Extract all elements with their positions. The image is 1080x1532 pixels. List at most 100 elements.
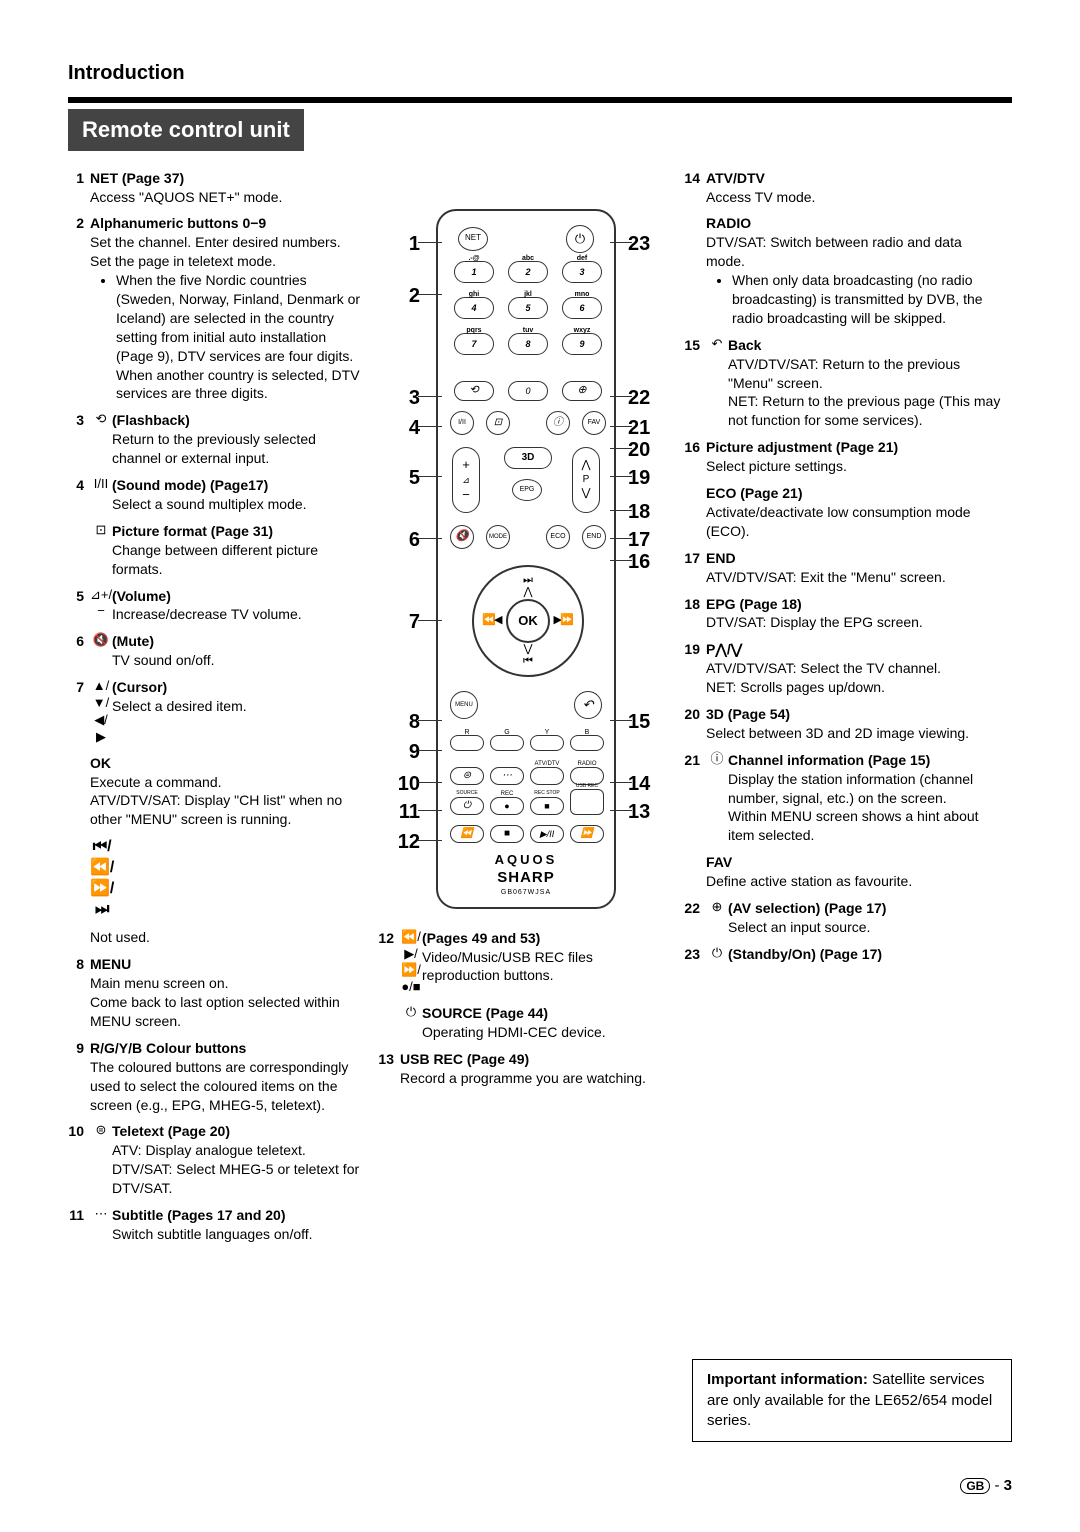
item-desc: Select a sound multiplex mode. bbox=[112, 495, 362, 514]
remote-btn-menu: MENU bbox=[450, 691, 478, 719]
item-number: 14 bbox=[684, 169, 706, 207]
lead-line bbox=[610, 560, 632, 561]
item-number: 10 bbox=[68, 1122, 90, 1198]
item-number: 21 bbox=[684, 751, 706, 845]
item-icon: ⏮/⏪/⏩/⏭ bbox=[90, 837, 114, 920]
callout-label: 8 bbox=[384, 709, 420, 736]
remote-btn-source: SOURCE⏻ bbox=[450, 797, 484, 815]
item-number: 9 bbox=[68, 1039, 90, 1115]
footer-page-number: 3 bbox=[1004, 1477, 1012, 1494]
item-title: ATV/DTV bbox=[706, 170, 765, 186]
callout-label: 11 bbox=[384, 799, 420, 826]
item-icon: ⏪/▶/⏩/●/■ bbox=[400, 929, 422, 997]
item-icon: ⊕ bbox=[706, 899, 728, 937]
remote-diagram: NET ⏻ ⟲ 0 ⊕ I/II ⊡ ⓘ FAV +⊿− 3D EPG ⋀P⋁ … bbox=[378, 209, 668, 929]
lead-line bbox=[418, 396, 442, 397]
lead-line bbox=[610, 720, 632, 721]
item-desc: Activate/deactivate low consumption mode… bbox=[706, 503, 1004, 541]
remote-btn-num: .-@1 bbox=[454, 261, 494, 283]
divider bbox=[68, 97, 1012, 103]
bullet: When the five Nordic countries (Sweden, … bbox=[116, 271, 362, 403]
item-title: MENU bbox=[90, 956, 131, 972]
item-number: 4 bbox=[68, 476, 90, 514]
item-title: (Cursor) bbox=[112, 679, 167, 695]
list-item: 8MENUMain menu screen on.Come back to la… bbox=[68, 955, 362, 1031]
lead-line bbox=[418, 810, 442, 811]
remote-btn-stop: ■ bbox=[490, 825, 524, 843]
item-desc: Select picture settings. bbox=[706, 457, 1004, 476]
remote-btn-rew: ⏪ bbox=[450, 825, 484, 843]
column-middle: NET ⏻ ⟲ 0 ⊕ I/II ⊡ ⓘ FAV +⊿− 3D EPG ⋀P⋁ … bbox=[378, 169, 668, 1096]
item-desc: Change between different picture formats… bbox=[112, 541, 362, 579]
page-section-heading: Introduction bbox=[68, 60, 1012, 87]
column-right: 14ATV/DTVAccess TV mode.RADIODTV/SAT: Sw… bbox=[684, 169, 1004, 972]
item-desc: DTV/SAT: Switch between radio and data m… bbox=[706, 233, 1004, 271]
item-number: 2 bbox=[68, 214, 90, 403]
item-icon: ⊜ bbox=[90, 1122, 112, 1198]
remote-btn-fav: FAV bbox=[582, 411, 606, 435]
remote-btn-epg: EPG bbox=[512, 479, 542, 501]
lead-line bbox=[610, 242, 632, 243]
remote-btn-power: ⏻ bbox=[566, 225, 594, 253]
remote-btn-sound: I/II bbox=[450, 411, 474, 435]
item-desc: The coloured buttons are correspondingly… bbox=[90, 1058, 362, 1115]
item-desc: Access "AQUOS NET+" mode. bbox=[90, 188, 362, 207]
lead-line bbox=[418, 294, 442, 295]
callout-label: 18 bbox=[628, 499, 664, 526]
remote-btn-volume: +⊿− bbox=[452, 447, 480, 513]
remote-btn-mode: MODE bbox=[486, 525, 510, 549]
list-item: 1NET (Page 37)Access "AQUOS NET+" mode. bbox=[68, 169, 362, 207]
item-desc: Define active station as favourite. bbox=[706, 872, 1004, 891]
callout-label: 23 bbox=[628, 231, 664, 258]
sub-item: ⏻SOURCE (Page 44)Operating HDMI-CEC devi… bbox=[378, 1004, 668, 1042]
item-number: 22 bbox=[684, 899, 706, 937]
item-number: 5 bbox=[68, 587, 90, 625]
lead-line bbox=[610, 448, 632, 449]
item-desc: Video/Music/USB REC files reproduction b… bbox=[422, 948, 668, 986]
lead-line bbox=[610, 396, 632, 397]
list-item: 10⊜Teletext (Page 20)ATV: Display analog… bbox=[68, 1122, 362, 1198]
item-desc: Execute a command.ATV/DTV/SAT: Display "… bbox=[90, 773, 362, 830]
content-columns: 1NET (Page 37)Access "AQUOS NET+" mode. 2… bbox=[68, 169, 1012, 1252]
list-item: 4I/II(Sound mode) (Page17)Select a sound… bbox=[68, 476, 362, 514]
item-title: (Sound mode) (Page17) bbox=[112, 477, 268, 493]
remote-btn-num: mno6 bbox=[562, 297, 602, 319]
lead-line bbox=[418, 620, 442, 621]
item-title: EPG (Page 18) bbox=[706, 596, 802, 612]
remote-btn-red: R bbox=[450, 735, 484, 751]
item-desc: Select a desired item. bbox=[112, 697, 362, 716]
item-number: 12 bbox=[378, 929, 400, 997]
item-icon: 🔇 bbox=[90, 632, 112, 670]
item-number: 18 bbox=[684, 595, 706, 633]
lead-line bbox=[610, 538, 632, 539]
item-subtitle: SOURCE (Page 44) bbox=[422, 1005, 548, 1021]
item-desc: Switch subtitle languages on/off. bbox=[112, 1225, 362, 1244]
remote-btn-av: ⊕ bbox=[562, 381, 602, 401]
important-title: Important information: bbox=[707, 1371, 868, 1388]
remote-btn-rec: REC● bbox=[490, 797, 524, 815]
list-item: 12⏪/▶/⏩/●/■(Pages 49 and 53)Video/Music/… bbox=[378, 929, 668, 997]
item-icon: ⟲ bbox=[90, 411, 112, 468]
remote-btn-num: jkl5 bbox=[508, 297, 548, 319]
item-icon: ⋯ bbox=[90, 1206, 112, 1244]
list-item: 17ENDATV/DTV/SAT: Exit the "Menu" screen… bbox=[684, 549, 1004, 587]
remote-btn-net: NET bbox=[458, 227, 488, 251]
list-item: 22⊕(AV selection) (Page 17)Select an inp… bbox=[684, 899, 1004, 937]
page-footer: GB - 3 bbox=[960, 1476, 1012, 1496]
remote-btn-teletext: ⊜ bbox=[450, 767, 484, 785]
item-bullets: When the five Nordic countries (Sweden, … bbox=[102, 271, 362, 403]
sub-item: Not used. bbox=[68, 928, 362, 947]
remote-btn-3d: 3D bbox=[504, 447, 552, 469]
item-number: 23 bbox=[684, 945, 706, 964]
footer-sep: - bbox=[990, 1477, 1003, 1494]
remote-btn-num: tuv8 bbox=[508, 333, 548, 355]
remote-btn-usbrec: USB REC bbox=[570, 789, 604, 815]
logo-sharp: SHARP bbox=[436, 868, 616, 888]
callout-label: 5 bbox=[384, 465, 420, 492]
item-desc: Not used. bbox=[90, 928, 362, 947]
item-number: 8 bbox=[68, 955, 90, 1031]
item-icon: ⊡ bbox=[90, 522, 112, 579]
list-item: 18EPG (Page 18)DTV/SAT: Display the EPG … bbox=[684, 595, 1004, 633]
lead-line bbox=[418, 840, 442, 841]
remote-btn-num: ghi4 bbox=[454, 297, 494, 319]
